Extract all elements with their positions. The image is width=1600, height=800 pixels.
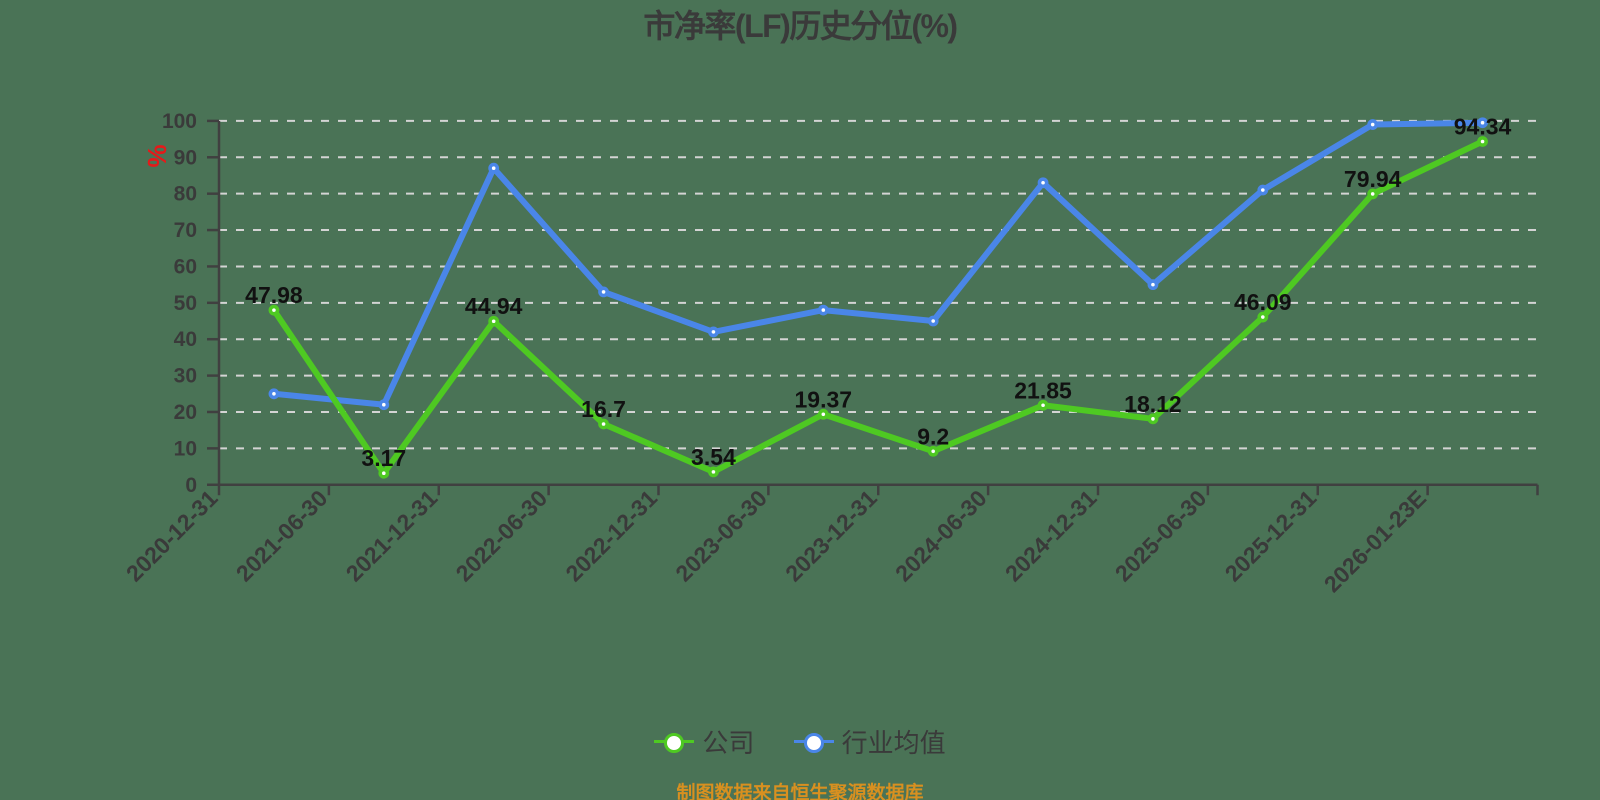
svg-text:19.37: 19.37 — [795, 386, 853, 412]
svg-text:9.2: 9.2 — [917, 423, 949, 449]
svg-text:10: 10 — [174, 437, 197, 460]
svg-text:21.85: 21.85 — [1014, 377, 1072, 403]
svg-text:79.94: 79.94 — [1344, 166, 1402, 192]
svg-text:3.17: 3.17 — [361, 445, 406, 471]
svg-text:47.98: 47.98 — [245, 282, 303, 308]
svg-text:18.12: 18.12 — [1124, 391, 1182, 417]
svg-text:60: 60 — [174, 255, 197, 278]
svg-text:3.54: 3.54 — [691, 444, 736, 470]
svg-text:90: 90 — [174, 146, 197, 169]
svg-text:80: 80 — [174, 183, 197, 206]
svg-text:70: 70 — [174, 219, 197, 242]
svg-text:100: 100 — [162, 110, 197, 133]
svg-text:44.94: 44.94 — [465, 293, 523, 319]
svg-text:16.7: 16.7 — [581, 396, 626, 422]
svg-text:94.34: 94.34 — [1454, 113, 1512, 139]
svg-text:30: 30 — [174, 365, 197, 388]
svg-text:40: 40 — [174, 328, 197, 351]
svg-text:46.09: 46.09 — [1234, 289, 1292, 315]
svg-text:20: 20 — [174, 401, 197, 424]
svg-text:50: 50 — [174, 292, 197, 315]
